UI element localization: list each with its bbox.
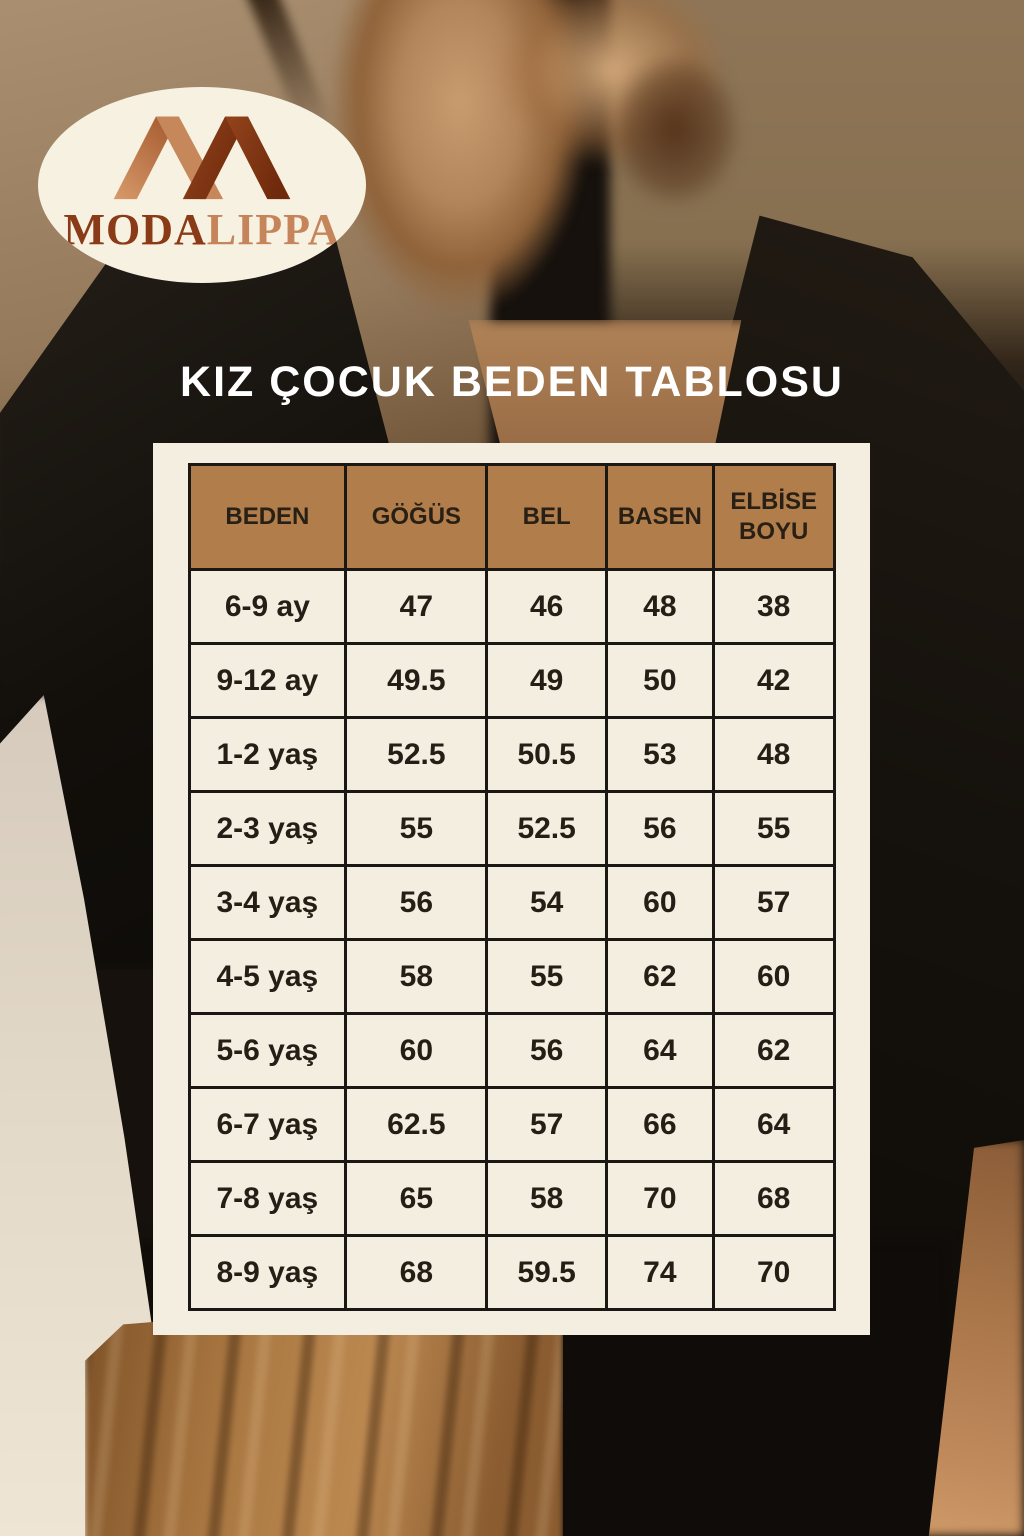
size-cell: 52.5 (344, 716, 489, 793)
size-cell: 52.5 (485, 790, 608, 867)
size-cell: 42 (711, 642, 836, 719)
size-cell: 66 (604, 1086, 715, 1163)
size-cell: 68 (711, 1160, 836, 1237)
size-cell: 57 (711, 864, 836, 941)
size-cell: 58 (485, 1160, 608, 1237)
size-cell: 55 (485, 938, 608, 1015)
size-cell: 62.5 (344, 1086, 489, 1163)
size-cell: 4-5 yaş (187, 938, 348, 1015)
table-row: 7-8 yaş 65 58 70 68 (187, 1160, 836, 1237)
size-cell: 46 (485, 568, 608, 645)
size-cell: 68 (344, 1234, 489, 1311)
size-cell: 54 (485, 864, 608, 941)
size-cell: 55 (344, 790, 489, 867)
column-header-elbise-boyu: ELBİSE BOYU (711, 463, 836, 571)
size-cell: 50 (604, 642, 715, 719)
brand-word-lippa: LIPPA (206, 205, 341, 254)
size-cell: 56 (604, 790, 715, 867)
size-table-panel: BEDEN GÖĞÜS BEL BASEN ELBİSE BOYU 6-9 ay… (153, 443, 870, 1335)
column-header-bel: BEL (485, 463, 608, 571)
size-cell: 50.5 (485, 716, 608, 793)
size-cell: 56 (344, 864, 489, 941)
column-header-gogus: GÖĞÜS (344, 463, 489, 571)
size-cell: 58 (344, 938, 489, 1015)
size-cell: 6-7 yaş (187, 1086, 348, 1163)
size-cell: 38 (711, 568, 836, 645)
size-cell: 65 (344, 1160, 489, 1237)
size-cell: 48 (604, 568, 715, 645)
table-row: 4-5 yaş 58 55 62 60 (187, 938, 836, 1015)
table-row: 5-6 yaş 60 56 64 62 (187, 1012, 836, 1089)
size-cell: 64 (711, 1086, 836, 1163)
table-row: 9-12 ay 49.5 49 50 42 (187, 642, 836, 719)
size-cell: 64 (604, 1012, 715, 1089)
size-cell: 7-8 yaş (187, 1160, 348, 1237)
size-cell: 70 (711, 1234, 836, 1311)
page-title: KIZ ÇOCUK BEDEN TABLOSU (180, 358, 844, 406)
background-jaw-shadow (590, 40, 760, 240)
size-cell: 49.5 (344, 642, 489, 719)
brand-logo: MODALIPPA (38, 87, 366, 283)
size-table: BEDEN GÖĞÜS BEL BASEN ELBİSE BOYU 6-9 ay… (187, 463, 836, 1311)
size-cell: 60 (604, 864, 715, 941)
size-cell: 6-9 ay (187, 568, 348, 645)
size-cell: 3-4 yaş (187, 864, 348, 941)
size-cell: 70 (604, 1160, 715, 1237)
table-row: 1-2 yaş 52.5 50.5 53 48 (187, 716, 836, 793)
size-cell: 57 (485, 1086, 608, 1163)
table-row: 6-7 yaş 62.5 57 66 64 (187, 1086, 836, 1163)
size-cell: 60 (711, 938, 836, 1015)
size-cell: 9-12 ay (187, 642, 348, 719)
size-cell: 5-6 yaş (187, 1012, 348, 1089)
size-cell: 74 (604, 1234, 715, 1311)
modalippa-m-icon (113, 116, 291, 200)
size-cell: 55 (711, 790, 836, 867)
table-row: 8-9 yaş 68 59.5 74 70 (187, 1234, 836, 1311)
column-header-basen: BASEN (604, 463, 715, 571)
table-header-row: BEDEN GÖĞÜS BEL BASEN ELBİSE BOYU (187, 463, 836, 571)
table-row: 6-9 ay 47 46 48 38 (187, 568, 836, 645)
brand-word-moda: MODA (63, 205, 207, 254)
size-cell: 48 (711, 716, 836, 793)
size-cell: 62 (604, 938, 715, 1015)
size-cell: 53 (604, 716, 715, 793)
size-cell: 2-3 yaş (187, 790, 348, 867)
size-cell: 59.5 (485, 1234, 608, 1311)
size-cell: 56 (485, 1012, 608, 1089)
size-cell: 1-2 yaş (187, 716, 348, 793)
table-row: 3-4 yaş 56 54 60 57 (187, 864, 836, 941)
size-cell: 49 (485, 642, 608, 719)
size-cell: 62 (711, 1012, 836, 1089)
size-cell: 8-9 yaş (187, 1234, 348, 1311)
size-cell: 47 (344, 568, 489, 645)
column-header-beden: BEDEN (187, 463, 348, 571)
size-cell: 60 (344, 1012, 489, 1089)
brand-wordmark: MODALIPPA (38, 208, 366, 252)
table-row: 2-3 yaş 55 52.5 56 55 (187, 790, 836, 867)
